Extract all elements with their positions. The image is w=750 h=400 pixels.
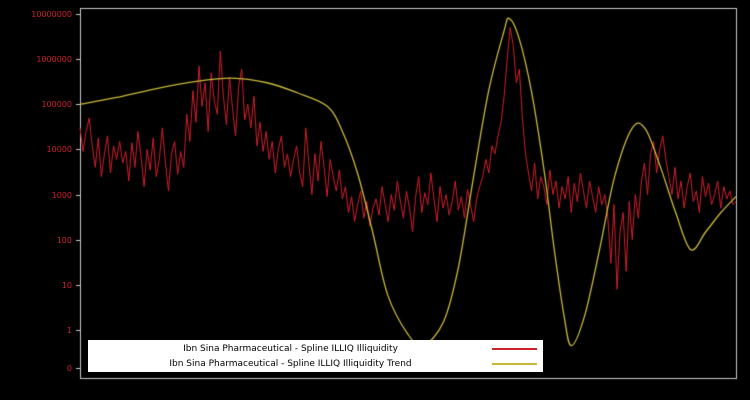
series-line-swatch bbox=[492, 347, 537, 350]
y-axis-tick-label: 1000 bbox=[51, 191, 72, 200]
legend-item-label: Ibn Sina Pharmaceutical - Spline ILLIQ I… bbox=[169, 358, 412, 369]
y-axis-tick-label: 1000000 bbox=[36, 55, 72, 64]
y-axis-tick-label: 10000000 bbox=[31, 10, 72, 19]
trend-line-swatch bbox=[492, 362, 537, 365]
legend-item: Ibn Sina Pharmaceutical - Spline ILLIQ I… bbox=[88, 356, 543, 371]
legend-item: Ibn Sina Pharmaceutical - Spline ILLIQ I… bbox=[88, 341, 543, 356]
chart-legend: Ibn Sina Pharmaceutical - Spline ILLIQ I… bbox=[88, 340, 543, 372]
y-axis-tick-label: 100000 bbox=[41, 100, 72, 109]
legend-item-label: Ibn Sina Pharmaceutical - Spline ILLIQ I… bbox=[183, 343, 398, 354]
y-axis-tick-label: 1 bbox=[66, 326, 72, 335]
y-axis-tick-label: 0 bbox=[66, 364, 72, 373]
y-axis-tick-label: 10000 bbox=[46, 145, 72, 154]
y-axis-tick-label: 100 bbox=[56, 236, 72, 245]
y-axis-tick-label: 10 bbox=[61, 281, 72, 290]
